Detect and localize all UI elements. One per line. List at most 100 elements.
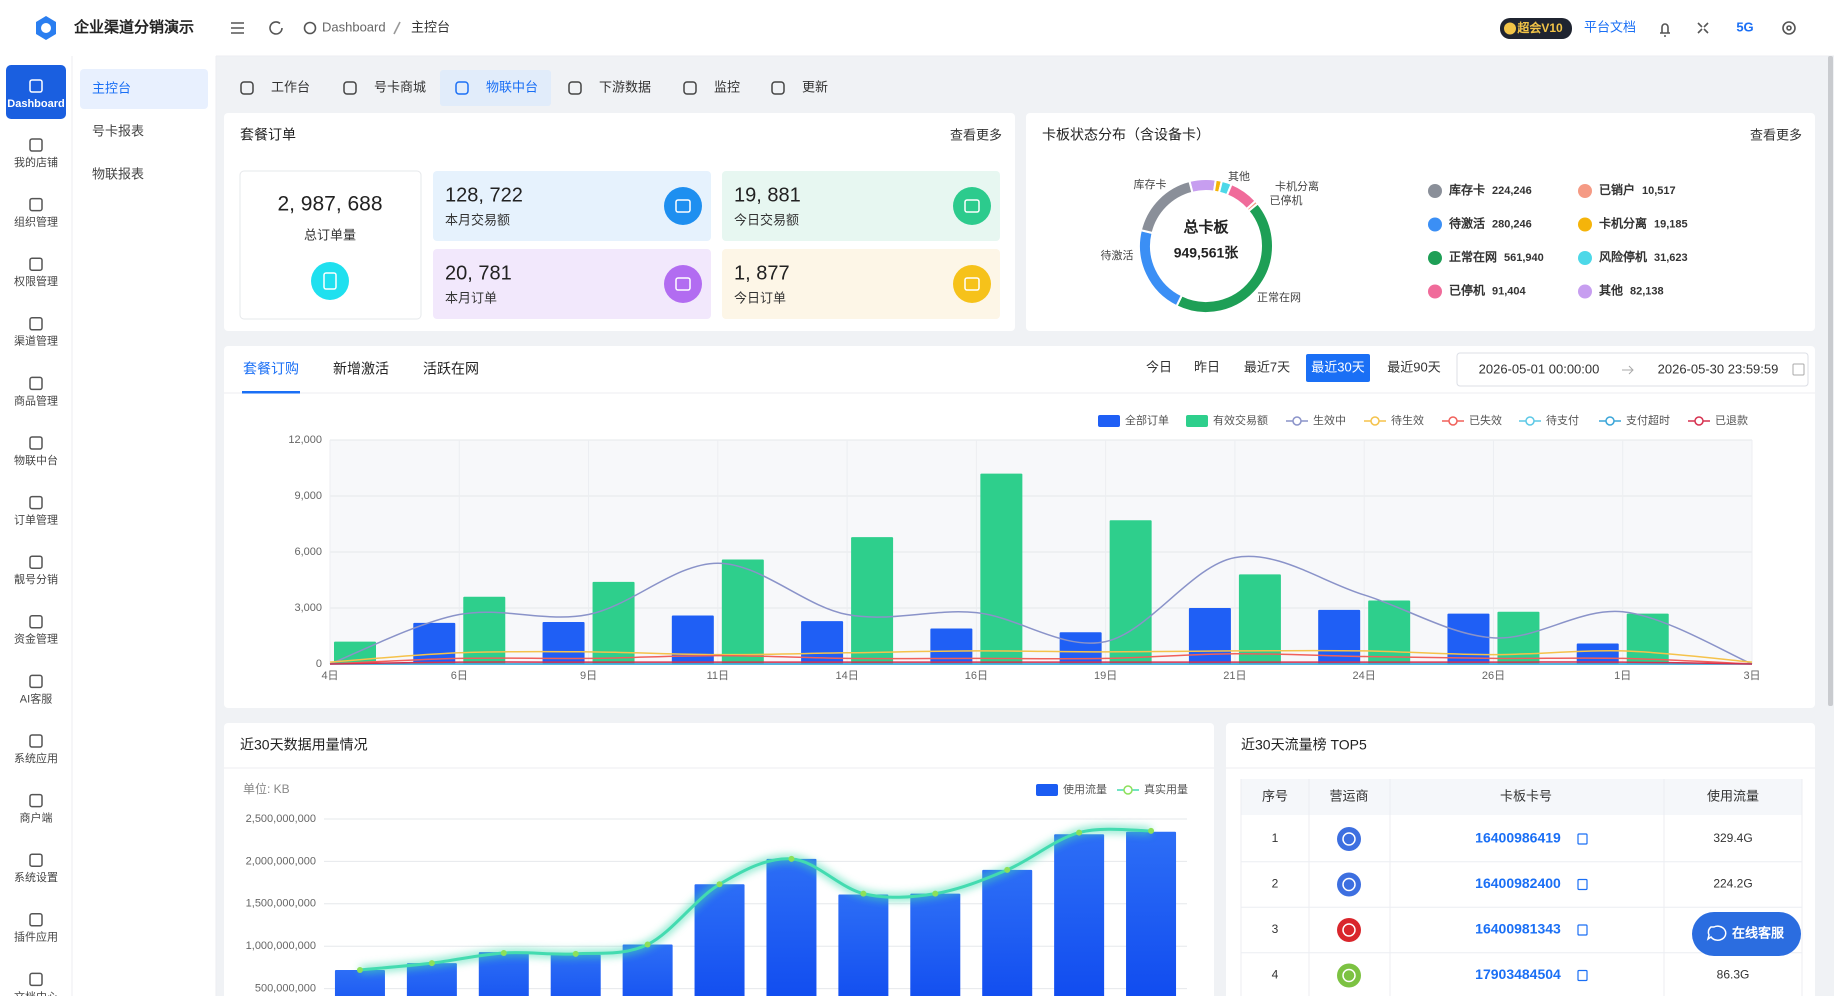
legend-label: 库存卡 [1449,182,1485,197]
bell-icon[interactable] [1660,23,1670,37]
sidebar-item[interactable]: 商户端 [20,811,53,825]
copy-icon [1577,833,1588,845]
chat-button-label[interactable]: 在线客服 [1732,925,1785,940]
legend-label[interactable]: 已退款 [1715,413,1748,427]
legend-label[interactable]: 待生效 [1391,413,1424,427]
sidebar-item[interactable]: 资金管理 [14,632,58,646]
sidebar-icon [29,436,43,450]
card-number[interactable]: 16400981343 [1475,921,1561,937]
donut-center-value: 949,561张 [1174,245,1240,261]
date-start[interactable]: 2026-05-01 00:00:00 [1479,361,1600,376]
tab[interactable]: 更新 [802,79,828,94]
sidebar-item[interactable]: 靓号分销 [14,572,58,586]
bar [1497,611,1540,664]
chart-tab[interactable]: 套餐订购 [243,361,299,377]
legend-label[interactable]: 全部订单 [1125,413,1169,427]
more-link[interactable]: 查看更多 [950,127,1002,142]
table-cell: 86.3G [1717,968,1750,982]
sidebar-item[interactable]: 订单管理 [14,513,58,527]
legend-label[interactable]: 使用流量 [1063,782,1107,796]
bar [766,858,817,996]
legend-label[interactable]: 生效中 [1313,413,1346,427]
table-header: 使用流量 [1707,788,1759,803]
sidebar-item[interactable]: 我的店铺 [14,155,58,169]
refresh-icon[interactable] [269,21,283,35]
chart-tab[interactable]: 新增激活 [333,361,389,377]
tab[interactable]: 号卡商城 [374,79,426,94]
sidebar-icon [29,555,43,569]
legend-label: 已停机 [1449,283,1485,298]
tab[interactable]: 下游数据 [599,79,651,94]
bar [1576,643,1619,664]
bar [1238,574,1281,664]
submenu-item[interactable]: 主控台 [92,80,131,95]
sidebar-item[interactable]: 商品管理 [14,393,58,407]
range-button[interactable]: 最近30天 [1311,359,1364,374]
chat-button[interactable] [1692,912,1801,956]
tab[interactable]: 工作台 [271,79,310,94]
card-number[interactable]: 17903484504 [1475,966,1561,982]
range-button[interactable]: 今日 [1146,359,1172,374]
legend-label: 已销户 [1599,182,1635,197]
operator-icon-inner [1342,923,1356,937]
submenu-item[interactable]: 物联报表 [92,166,144,181]
x-tick-label: 11日 [707,670,729,682]
legend-dot [1428,217,1442,232]
stat-icon [664,265,702,303]
sidebar-item[interactable]: 系统应用 [14,751,58,765]
tab-icon [343,81,357,95]
legend-label[interactable]: 待支付 [1546,413,1579,427]
vip-badge [1500,18,1572,39]
sidebar-item[interactable]: AI客服 [20,691,52,705]
sidebar-icon [29,495,43,510]
table-cell: 224.2G [1713,877,1752,891]
sidebar-item[interactable]: 组织管理 [14,215,58,229]
stat-icon [953,265,991,303]
sidebar-icon [29,197,43,212]
sidebar-item[interactable]: 物联中台 [14,453,58,467]
breadcrumb[interactable]: Dashboard [322,19,386,34]
legend-label[interactable]: 支付超时 [1626,413,1670,427]
docs-link[interactable]: 平台文档 [1584,19,1636,34]
copy-icon [1577,969,1588,982]
range-button[interactable]: 最近90天 [1387,359,1440,374]
stat-tile [433,171,711,241]
x-tick-label: 4日 [321,670,338,682]
sidebar-item[interactable]: 渠道管理 [14,334,58,348]
legend-dot [1428,184,1442,198]
chart-tab[interactable]: 活跃在网 [423,361,479,377]
operator-icon-inner [1342,877,1356,892]
menu-toggle[interactable] [231,22,244,34]
tab-active-bg [440,70,551,106]
card-number[interactable]: 16400982400 [1475,875,1561,891]
legend-label: 其他 [1599,283,1623,298]
date-end[interactable]: 2026-05-30 23:59:59 [1658,361,1779,376]
range-button[interactable]: 最近7天 [1244,359,1290,374]
settings-icon[interactable] [1786,25,1792,31]
more-link[interactable]: 查看更多 [1750,127,1802,142]
sidebar-icon [29,257,43,271]
bar [1368,600,1411,664]
x-tick-label: 24日 [1353,670,1376,682]
stat-tile [722,171,1000,241]
card-number[interactable]: 16400986419 [1475,830,1561,846]
range-button[interactable]: 昨日 [1194,359,1220,374]
sidebar-item[interactable]: 权限管理 [14,274,58,288]
legend-value: 561,940 [1504,252,1544,264]
settings-icon[interactable] [1782,21,1796,35]
legend-label[interactable]: 已失效 [1469,413,1502,427]
tab[interactable]: 物联中台 [486,79,538,94]
submenu-item[interactable]: 号卡报表 [92,123,144,138]
legend-label[interactable]: 有效交易额 [1213,413,1268,427]
tab[interactable]: 监控 [714,79,740,94]
legend-label[interactable]: 真实用量 [1144,782,1188,796]
sidebar-item[interactable]: 插件应用 [14,930,58,944]
sidebar-item[interactable]: Dashboard [7,98,64,110]
tab-icon [240,81,254,95]
fullscreen-icon[interactable] [1697,22,1709,34]
line-point [572,950,579,957]
sidebar-icon [29,674,43,689]
sidebar-item[interactable]: 系统设置 [14,871,58,884]
legend-swatch [1292,416,1302,426]
sidebar-item[interactable]: 文档中心 [14,989,58,996]
